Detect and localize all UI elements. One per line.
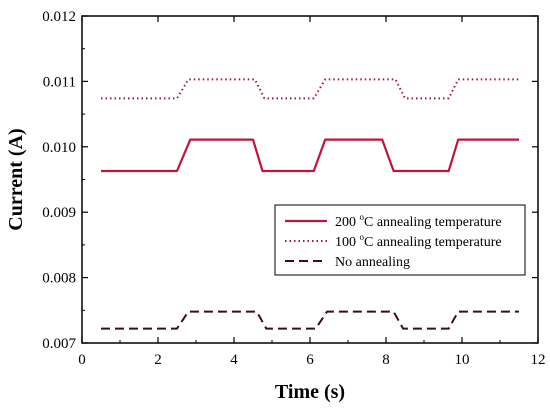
x-tick-label-3: 6 xyxy=(306,352,314,368)
legend-label-unit-0: C annealing temperature xyxy=(364,215,502,230)
y-axis-title: Current (A) xyxy=(5,128,27,230)
x-tick-label-2: 4 xyxy=(230,352,238,368)
series-line-0 xyxy=(101,138,519,173)
legend-label-text-0: 200 xyxy=(335,215,360,230)
legend-label-degree-1: o xyxy=(360,232,365,242)
x-tick-label-0: 0 xyxy=(78,352,86,368)
legend-label-1: 100 oC annealing temperature xyxy=(335,232,502,250)
series-line-1 xyxy=(101,78,519,100)
legend-label-2: No annealing xyxy=(335,255,410,270)
legend-label-unit-1: C annealing temperature xyxy=(364,235,502,250)
y-tick-label-5: 0.012 xyxy=(42,9,76,25)
legend-label-degree-0: o xyxy=(360,212,365,222)
legend-label-0: 200 oC annealing temperature xyxy=(335,212,502,230)
legend-label-text-2: No annealing xyxy=(335,255,410,270)
plot-frame xyxy=(81,15,539,344)
series-layer xyxy=(101,78,519,330)
legend-label-text-1: 100 xyxy=(335,235,360,250)
x-tick-label-1: 2 xyxy=(154,352,162,368)
y-tick-label-3: 0.010 xyxy=(42,140,76,156)
y-tick-label-4: 0.011 xyxy=(43,74,76,90)
x-tick-label-5: 10 xyxy=(455,352,470,368)
y-tick-label-1: 0.008 xyxy=(42,271,76,287)
y-tick-label-0: 0.007 xyxy=(42,336,76,352)
series-line-2 xyxy=(101,310,519,330)
ticks-layer: 0 2 4 6 8 10 12 0.007 0.008 0.009 0.010 0.011 0.012 xyxy=(42,9,545,368)
x-tick-label-4: 8 xyxy=(382,352,390,368)
x-axis-title: Time (s) xyxy=(275,381,345,403)
y-tick-label-2: 0.009 xyxy=(42,205,76,221)
x-tick-label-6: 12 xyxy=(531,352,546,368)
